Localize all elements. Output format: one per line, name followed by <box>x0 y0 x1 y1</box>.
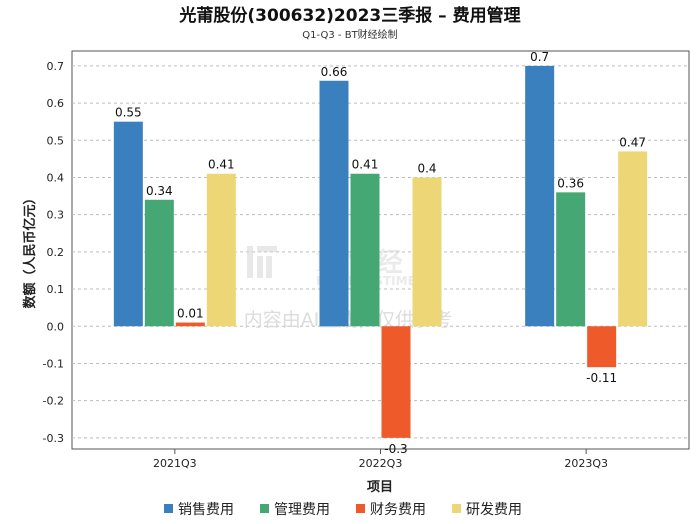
watermark-logo-bar <box>247 246 253 278</box>
y-tick-label: -0.2 <box>43 395 64 408</box>
legend: 销售费用 管理费用 财务费用 研发费用 <box>164 502 522 518</box>
bar <box>206 173 236 327</box>
bar <box>556 192 586 327</box>
watermark-logo-bar <box>257 256 263 278</box>
watermark-logo-bar <box>266 256 272 278</box>
x-axis-title: 项目 <box>367 480 393 495</box>
legend-label: 研发费用 <box>466 502 522 518</box>
watermark-logo-bar <box>257 246 277 252</box>
y-tick-label: 0.2 <box>47 246 65 259</box>
data-label: 0.34 <box>146 184 173 198</box>
x-tick-label: 2022Q3 <box>359 457 403 470</box>
x-tick-label: 2023Q3 <box>564 457 608 470</box>
x-tick-label: 2021Q3 <box>153 457 197 470</box>
data-label: 0.66 <box>321 65 348 79</box>
bar <box>587 326 617 368</box>
plot-area <box>71 50 690 450</box>
bar <box>618 151 648 327</box>
data-label: 0.55 <box>115 106 142 120</box>
data-label: -0.3 <box>384 442 407 456</box>
legend-swatch <box>164 504 173 513</box>
y-tick-label: -0.3 <box>43 432 64 445</box>
y-tick-label: 0.4 <box>47 171 65 184</box>
legend-swatch <box>260 504 269 513</box>
bar <box>144 199 174 327</box>
y-tick-label: 0.6 <box>47 97 65 110</box>
chart-subtitle: Q1-Q3 - BT财经绘制 <box>302 28 397 41</box>
bar <box>350 173 380 327</box>
data-label: 0.4 <box>417 161 436 175</box>
y-tick-label: 0.1 <box>47 283 65 296</box>
y-tick-label: 0.5 <box>47 134 65 147</box>
data-label: 0.41 <box>352 158 379 172</box>
y-tick-label: 0.3 <box>47 209 65 222</box>
x-axis-ticks: 2021Q3 2022Q3 2023Q3 <box>153 449 608 470</box>
bar <box>412 177 442 327</box>
legend-label: 销售费用 <box>178 502 234 518</box>
legend-label: 管理费用 <box>274 502 330 518</box>
data-label: 0.01 <box>177 307 204 321</box>
bar <box>175 322 205 327</box>
y-tick-label: 0.7 <box>47 60 65 73</box>
data-label: 0.41 <box>208 158 235 172</box>
data-label: 0.47 <box>619 135 646 149</box>
y-tick-label: -0.1 <box>43 357 64 370</box>
grid-lines <box>72 65 689 439</box>
y-axis-ticks: -0.3 -0.2 -0.1 0.0 0.1 0.2 0.3 0.4 0.5 0.6 0.7 <box>43 60 64 445</box>
data-label: 0.36 <box>557 176 584 190</box>
bar <box>525 65 555 327</box>
legend-label: 财务费用 <box>370 502 426 518</box>
data-labels: 0.55 0.34 0.01 0.41 0.66 0.41 -0.3 0.4 0.7 0.36 -0… <box>115 50 646 456</box>
chart-title: 光莆股份(300632)2023三季报 – 费用管理 <box>178 5 520 26</box>
bar <box>319 80 349 327</box>
data-label: 0.7 <box>530 50 549 64</box>
legend-swatch <box>356 504 365 513</box>
data-label: -0.11 <box>586 371 617 385</box>
y-tick-label: 0.0 <box>47 320 65 333</box>
y-axis-title: 数额（人民币亿元） <box>22 191 38 308</box>
bar <box>113 121 143 327</box>
bars <box>113 65 648 438</box>
bar <box>381 326 411 438</box>
legend-swatch <box>452 504 461 513</box>
